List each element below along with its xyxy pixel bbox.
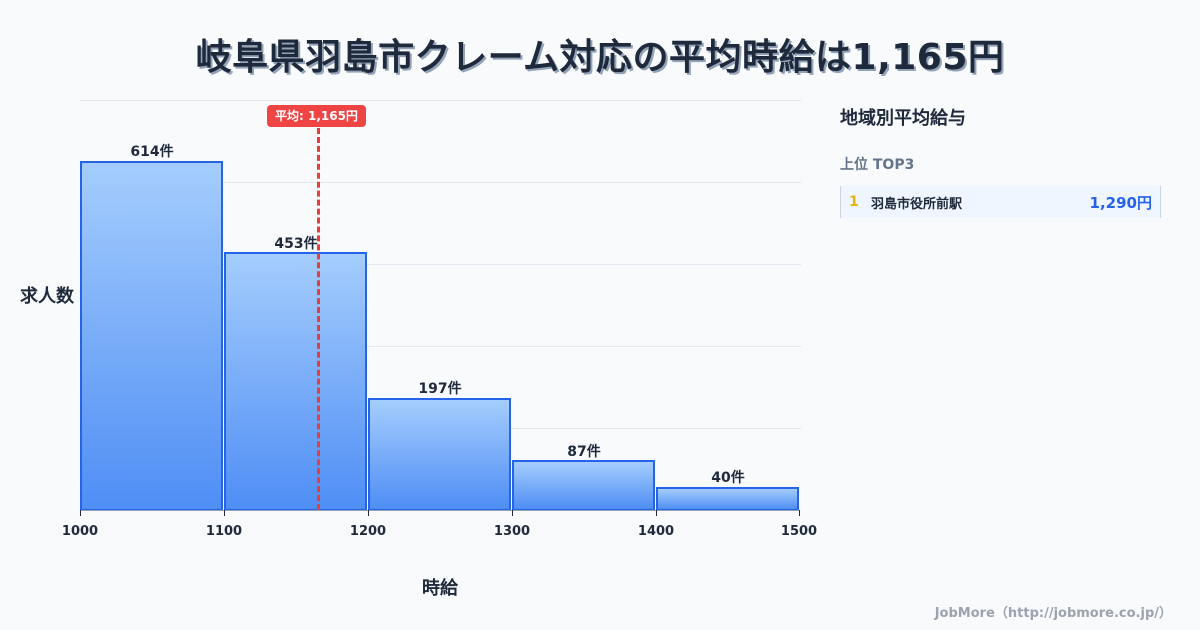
gridline	[80, 346, 801, 347]
x-tick-label: 1000	[61, 524, 99, 539]
bar-1100-1200	[224, 252, 367, 511]
bar-1400-1500	[656, 487, 799, 511]
panel-subtitle: 上位 TOP3	[840, 157, 915, 173]
x-tick-label: 1200	[349, 524, 387, 539]
x-tick	[80, 510, 81, 516]
x-tick-label: 1400	[637, 524, 675, 539]
x-tick	[512, 510, 513, 516]
gridline	[80, 100, 801, 101]
bar-value-label: 87件	[567, 444, 601, 460]
bar-value-label: 614件	[130, 144, 174, 160]
x-tick	[799, 510, 800, 516]
bar-value-label: 197件	[418, 381, 462, 397]
panel-title: 地域別平均給与	[840, 108, 966, 129]
rank-salary-value: 1,290円	[1089, 193, 1152, 212]
gridline	[80, 182, 801, 183]
footer-credit: JobMore（http://jobmore.co.jp/）	[934, 606, 1172, 621]
rank-station-name: 羽島市役所前駅	[871, 196, 963, 212]
x-axis-label: 時給	[422, 578, 458, 599]
mean-line	[317, 128, 320, 510]
x-tick-label: 1500	[780, 524, 818, 539]
x-axis-line	[80, 510, 800, 511]
rank-row: 1 羽島市役所前駅 1,290円	[840, 186, 1161, 218]
bar-1300-1400	[512, 460, 655, 511]
rank-number: 1	[849, 194, 859, 210]
bar-value-label: 453件	[274, 236, 318, 252]
x-tick-label: 1100	[205, 524, 243, 539]
y-axis-label: 求人数	[20, 286, 74, 307]
mean-badge: 平均: 1,165円	[267, 105, 366, 127]
x-tick	[368, 510, 369, 516]
x-tick-label: 1300	[493, 524, 531, 539]
histogram-chart: 求人数 614件 453件 197件 87件 40件 平均: 1,165円 10…	[20, 100, 817, 599]
page-title: 岐阜県羽島市クレーム対応の平均時給は1,165円	[195, 37, 1005, 78]
gridline	[80, 264, 801, 265]
regional-salary-panel: 地域別平均給与 上位 TOP3 1 羽島市役所前駅 1,290円	[840, 100, 1161, 218]
bar-1000-1100	[80, 161, 223, 511]
bar-1200-1300	[368, 398, 511, 511]
x-tick	[224, 510, 225, 516]
bar-value-label: 40件	[711, 470, 745, 486]
x-tick	[656, 510, 657, 516]
